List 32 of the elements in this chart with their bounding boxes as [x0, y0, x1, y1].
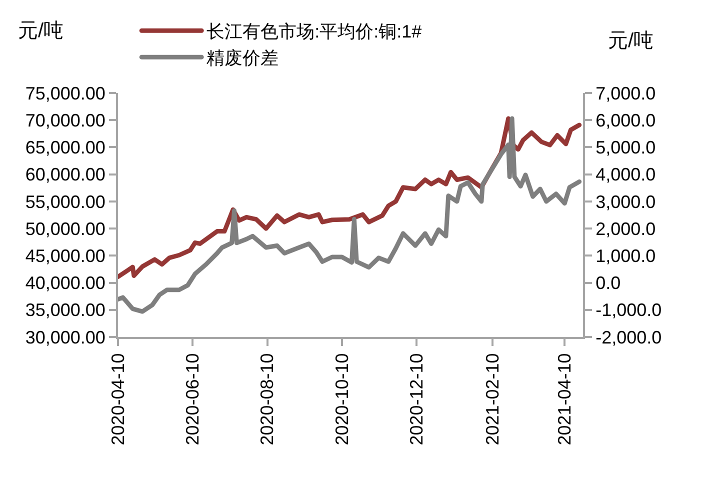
y-tick-label: 45,000.00: [25, 246, 106, 266]
y2-tick-label: 0.0: [596, 273, 621, 294]
x-tick-label: 2021-02-10: [482, 353, 502, 446]
y-axis-title: 元/吨: [18, 20, 64, 42]
x-tick-label: 2020-06-10: [182, 353, 202, 446]
x-tick-label: 2020-12-10: [406, 353, 426, 446]
y-tick-label: 35,000.00: [25, 300, 106, 320]
y2-tick-label: 1,000.0: [596, 246, 656, 266]
y-tick-label: 70,000.00: [25, 110, 106, 130]
y2-axis-title: 元/吨: [608, 30, 654, 52]
y-tick-label: 60,000.00: [25, 164, 106, 185]
y2-tick-label: 5,000.0: [596, 138, 656, 158]
legend-label: 精废价差: [206, 48, 279, 68]
y2-tick-label: 4,000.0: [596, 164, 656, 185]
x-tick-label: 2020-08-10: [257, 353, 278, 446]
y2-tick-label: 7,000.0: [596, 83, 656, 104]
y2-tick-label: 3,000.0: [596, 192, 656, 212]
y2-tick-label: -1,000.0: [596, 300, 662, 320]
y-tick-label: 75,000.00: [25, 83, 106, 104]
y-tick-label: 65,000.00: [25, 138, 106, 158]
y2-tick-label: 6,000.0: [596, 110, 656, 130]
y-tick-label: 50,000.00: [25, 218, 106, 239]
x-tick-label: 2020-04-10: [108, 353, 128, 446]
y-tick-label: 40,000.00: [25, 273, 106, 294]
y-tick-label: 30,000.00: [25, 327, 106, 348]
x-tick-label: 2020-10-10: [332, 353, 352, 446]
x-tick-label: 2021-04-10: [554, 353, 574, 446]
y2-tick-label: -2,000.0: [596, 327, 662, 348]
y-tick-label: 55,000.00: [25, 192, 106, 212]
legend-label: 长江有色市场:平均价:铜:1#: [206, 22, 422, 42]
y2-tick-label: 2,000.0: [596, 218, 656, 239]
line-series: [118, 116, 582, 314]
